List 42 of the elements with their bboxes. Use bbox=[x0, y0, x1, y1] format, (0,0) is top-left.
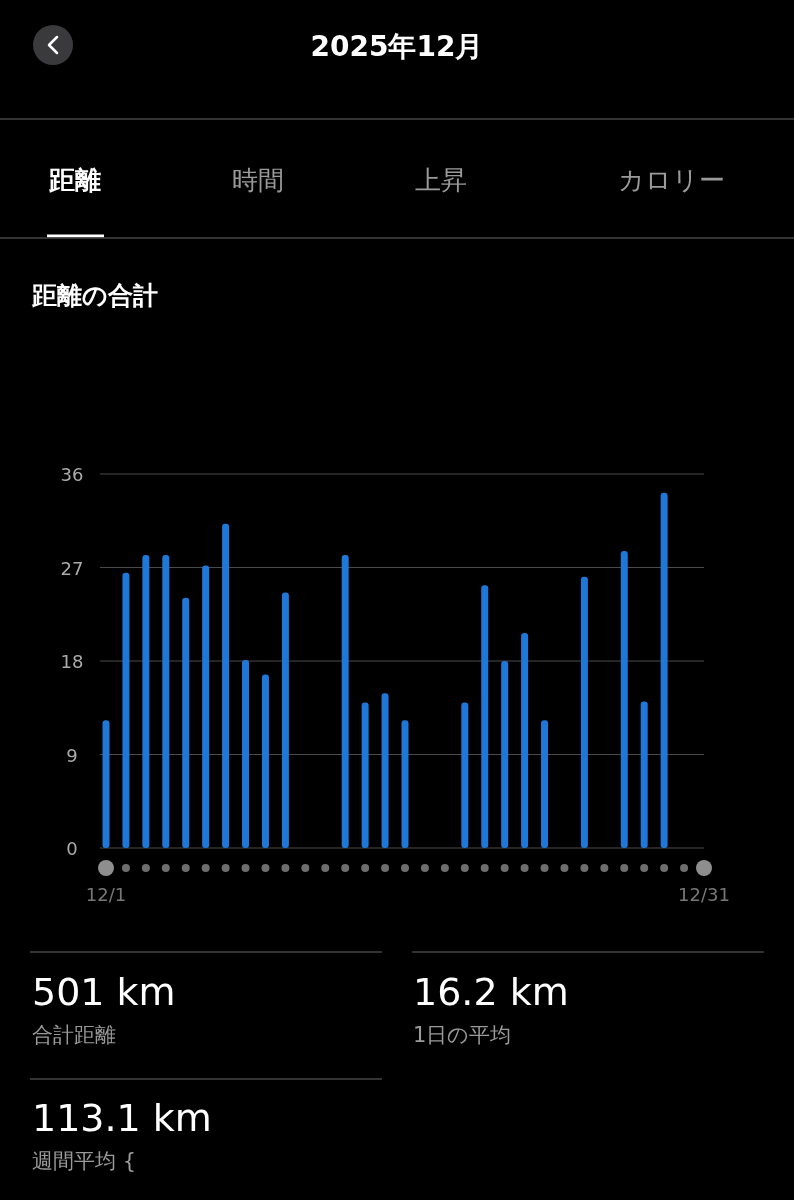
bar bbox=[401, 720, 409, 848]
bar bbox=[541, 720, 549, 848]
text: 時間 bbox=[232, 165, 284, 195]
bar bbox=[242, 659, 250, 848]
y-tick-label: 9 bbox=[66, 744, 78, 766]
bar bbox=[481, 585, 489, 848]
bar bbox=[182, 597, 190, 848]
bar bbox=[461, 702, 469, 848]
text: 距離 bbox=[48, 165, 101, 195]
x-tick-label: 12/31 bbox=[678, 884, 730, 905]
bar bbox=[142, 555, 150, 848]
y-tick-label: 36 bbox=[60, 464, 84, 485]
text: カロリー bbox=[617, 165, 725, 195]
text: 週間平均 { bbox=[32, 1149, 137, 1173]
text: 上昇 bbox=[415, 165, 467, 195]
bar bbox=[102, 720, 110, 848]
bar bbox=[660, 492, 668, 848]
text: 合計距離 bbox=[32, 1023, 116, 1047]
bar bbox=[341, 555, 349, 848]
x-tick-label: 12/1 bbox=[85, 884, 127, 905]
bar bbox=[261, 674, 269, 848]
text: 113.1 km bbox=[32, 1096, 212, 1140]
y-tick-label: 27 bbox=[60, 557, 84, 579]
bar bbox=[580, 576, 588, 848]
chart-title: 2025年12月 bbox=[310, 30, 484, 63]
y-tick-label: 0 bbox=[66, 838, 78, 859]
bar bbox=[281, 592, 289, 848]
bar bbox=[122, 572, 130, 848]
bar bbox=[620, 550, 628, 848]
bar bbox=[501, 661, 509, 848]
text: 1日の平均 bbox=[413, 1023, 512, 1047]
bar bbox=[222, 523, 230, 848]
text: 16.2 km bbox=[413, 970, 569, 1014]
bar bbox=[162, 555, 170, 848]
bar bbox=[640, 701, 648, 848]
bar bbox=[521, 632, 529, 848]
chart-subtitle: 距離の合計 bbox=[31, 281, 158, 310]
text: 501 km bbox=[32, 970, 176, 1014]
bar bbox=[361, 702, 369, 848]
y-tick-label: 18 bbox=[60, 651, 84, 672]
bar bbox=[381, 693, 389, 848]
bar bbox=[202, 565, 210, 848]
